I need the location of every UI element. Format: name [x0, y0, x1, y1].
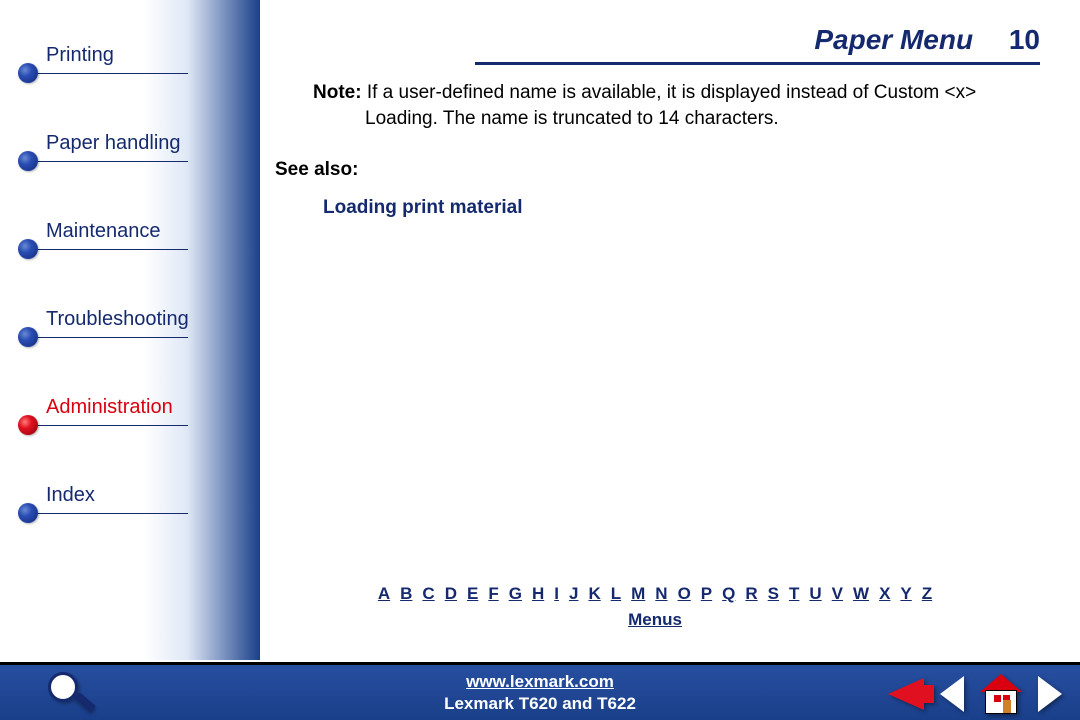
bullet-icon [18, 151, 38, 171]
sidebar-item-label: Administration [46, 396, 173, 418]
alpha-link-a[interactable]: A [378, 584, 390, 603]
header-page-number: 10 [1009, 24, 1040, 55]
note-label: Note: [313, 82, 362, 103]
sidebar-item-label: Printing [46, 44, 114, 66]
alpha-link-g[interactable]: G [509, 584, 522, 603]
alpha-link-r[interactable]: R [745, 584, 757, 603]
header-title: Paper Menu [814, 24, 973, 55]
alpha-link-y[interactable]: Y [900, 584, 911, 603]
alpha-link-q[interactable]: Q [722, 584, 735, 603]
footer-bar: www.lexmark.com Lexmark T620 and T622 [0, 662, 1080, 720]
alpha-link-e[interactable]: E [467, 584, 478, 603]
main-content: Note: If a user-defined name is availabl… [275, 80, 1040, 219]
home-icon[interactable] [980, 674, 1022, 714]
footer-nav-controls [888, 673, 1062, 715]
sidebar-item-label: Maintenance [46, 220, 161, 242]
page-header: Paper Menu 10 [475, 24, 1040, 65]
alpha-link-d[interactable]: D [445, 584, 457, 603]
sidebar-item-paper-handling[interactable]: Paper handling [18, 128, 188, 162]
alpha-link-s[interactable]: S [768, 584, 779, 603]
sidebar-item-maintenance[interactable]: Maintenance [18, 216, 188, 250]
alpha-link-b[interactable]: B [400, 584, 412, 603]
alpha-link-t[interactable]: T [789, 584, 799, 603]
alpha-link-j[interactable]: J [569, 584, 578, 603]
bullet-icon [18, 239, 38, 259]
alpha-link-c[interactable]: C [422, 584, 434, 603]
alpha-link-k[interactable]: K [588, 584, 600, 603]
sidebar-item-label: Paper handling [46, 132, 181, 154]
see-also-label: See also: [275, 159, 1040, 181]
next-page-icon[interactable] [1038, 676, 1062, 712]
sidebar-item-printing[interactable]: Printing [18, 40, 188, 74]
alpha-link-l[interactable]: L [611, 584, 621, 603]
alpha-link-o[interactable]: O [678, 584, 691, 603]
bullet-icon [18, 503, 38, 523]
alpha-index-row: ABCDEFGHIJKLMNOPQRSTUVWXYZ [270, 584, 1040, 604]
sidebar-item-label: Troubleshooting [46, 308, 189, 330]
alpha-link-x[interactable]: X [879, 584, 890, 603]
sidebar-item-troubleshooting[interactable]: Troubleshooting [18, 304, 188, 338]
alpha-link-v[interactable]: V [832, 584, 843, 603]
alpha-link-n[interactable]: N [655, 584, 667, 603]
note-block: Note: If a user-defined name is availabl… [275, 80, 1040, 131]
see-also-link[interactable]: Loading print material [323, 197, 1040, 219]
alpha-link-m[interactable]: M [631, 584, 645, 603]
menus-link[interactable]: Menus [270, 610, 1040, 630]
bullet-icon [18, 415, 38, 435]
back-arrow-icon[interactable] [888, 678, 924, 710]
alpha-link-f[interactable]: F [488, 584, 498, 603]
sidebar-item-index[interactable]: Index [18, 480, 188, 514]
alpha-link-z[interactable]: Z [922, 584, 932, 603]
alpha-link-p[interactable]: P [701, 584, 712, 603]
bullet-icon [18, 327, 38, 347]
alpha-link-h[interactable]: H [532, 584, 544, 603]
sidebar-item-label: Index [46, 484, 95, 506]
alpha-link-w[interactable]: W [853, 584, 869, 603]
sidebar: Printing Paper handling Maintenance Trouble… [0, 0, 260, 660]
note-text: If a user-defined name is available, it … [365, 82, 976, 129]
alpha-link-i[interactable]: I [554, 584, 559, 603]
sidebar-item-administration[interactable]: Administration [18, 392, 188, 426]
bullet-icon [18, 63, 38, 83]
alpha-link-u[interactable]: U [809, 584, 821, 603]
prev-page-icon[interactable] [940, 676, 964, 712]
